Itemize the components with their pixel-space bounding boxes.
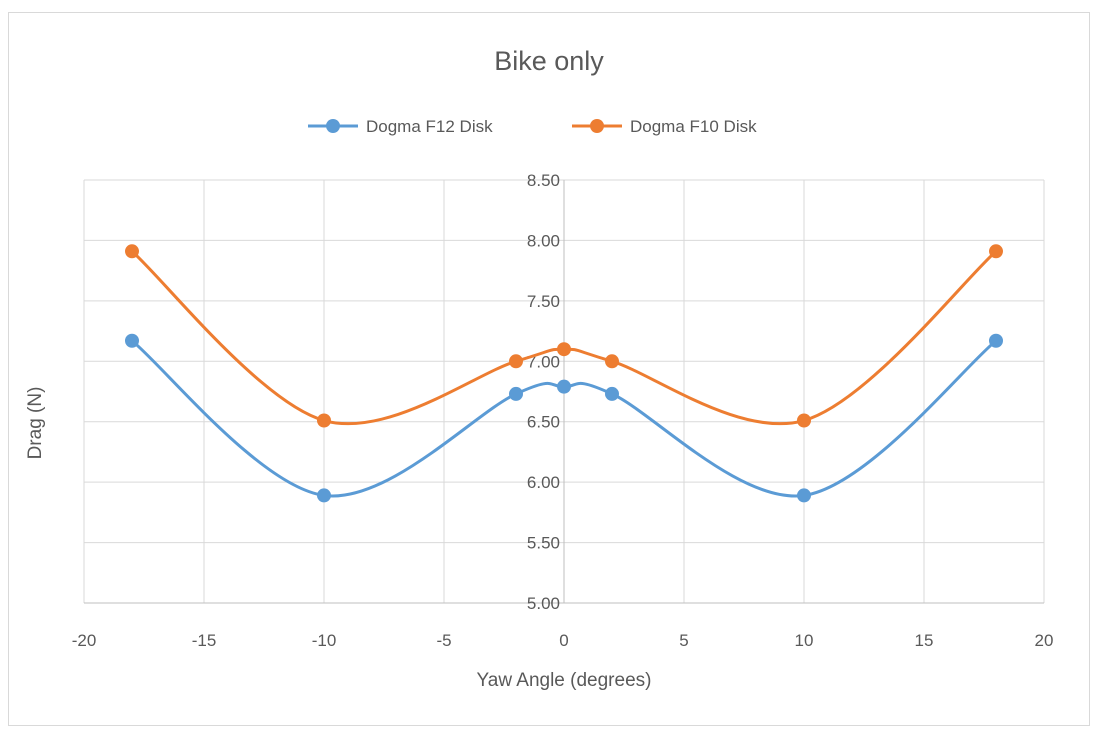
data-point [797, 488, 811, 503]
x-tick-label: -10 [312, 631, 337, 650]
legend-item-0: Dogma F12 Disk [308, 117, 493, 136]
y-tick-label: 7.00 [527, 352, 560, 371]
data-point [989, 244, 1003, 259]
data-point [509, 386, 523, 401]
y-axis-title: Drag (N) [25, 387, 46, 460]
y-tick-label: 5.50 [527, 534, 560, 553]
data-point [605, 386, 619, 401]
x-tick-label: 5 [679, 631, 688, 650]
data-point [317, 413, 331, 428]
x-tick-label: 0 [559, 631, 568, 650]
x-tick-label: 15 [915, 631, 934, 650]
series-1 [125, 244, 1003, 428]
x-axis-title: Yaw Angle (degrees) [477, 670, 652, 691]
y-tick-label: 8.50 [527, 171, 560, 190]
legend: Dogma F12 Disk Dogma F10 Disk [308, 117, 757, 136]
data-point [125, 333, 139, 348]
data-point [797, 413, 811, 428]
x-tick-label: -15 [192, 631, 217, 650]
legend-marker-0 [326, 119, 340, 133]
y-tick-label: 6.00 [527, 473, 560, 492]
chart-title: Bike only [494, 46, 604, 76]
y-tick-label: 6.50 [527, 413, 560, 432]
legend-label-0: Dogma F12 Disk [366, 117, 493, 136]
x-tick-label: -20 [72, 631, 97, 650]
y-tick-label: 5.00 [527, 594, 560, 613]
data-point [125, 244, 139, 259]
data-point [557, 342, 571, 357]
legend-marker-1 [590, 119, 604, 133]
y-tick-label: 7.50 [527, 292, 560, 311]
data-point [605, 354, 619, 369]
legend-label-1: Dogma F10 Disk [630, 117, 757, 136]
legend-item-1: Dogma F10 Disk [572, 117, 757, 136]
data-point [509, 354, 523, 369]
x-tick-label: 10 [795, 631, 814, 650]
x-tick-label: -5 [436, 631, 451, 650]
x-tick-labels: -20 -15 -10 -5 0 5 10 15 20 [72, 631, 1054, 650]
chart-frame [8, 12, 1090, 726]
grid [83, 179, 1045, 604]
y-tick-label: 8.00 [527, 231, 560, 250]
data-point [989, 333, 1003, 348]
series-0 [125, 333, 1003, 503]
x-tick-label: 20 [1035, 631, 1054, 650]
data-point [557, 379, 571, 394]
y-tick-labels: 5.00 5.50 6.00 6.50 7.00 7.50 8.00 8.50 [527, 171, 560, 613]
data-point [317, 488, 331, 503]
series-group [125, 244, 1003, 503]
